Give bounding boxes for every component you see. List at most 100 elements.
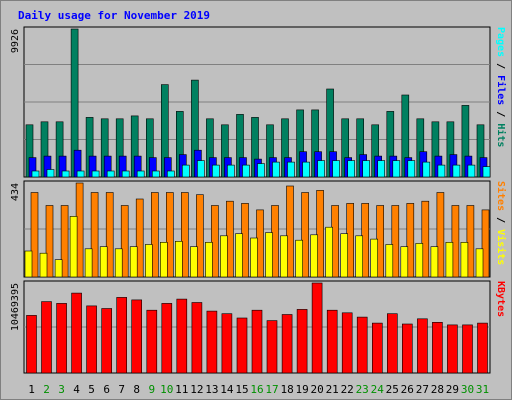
bar-sites-day-12 [190, 246, 198, 278]
bar-pages-day-28 [437, 164, 446, 178]
bar-pages-day-3 [61, 170, 70, 178]
bar-kbytes-day-20 [311, 282, 323, 374]
bar-sites-day-28 [430, 246, 439, 278]
bar-visits-day-6 [105, 192, 114, 278]
panel-kbytes: 10469395 KBytes [10, 280, 506, 374]
bar-pages-day-31 [482, 166, 491, 178]
bar-visits-day-20 [316, 190, 324, 278]
bar-sites-day-7 [114, 248, 123, 278]
bar-pages-day-10 [167, 170, 175, 178]
panel-visits-sites: 434 Sites / Visits [10, 180, 507, 278]
bar-sites-day-6 [99, 246, 108, 278]
bar-pages-day-4 [76, 170, 85, 178]
bar-sites-day-11 [175, 241, 183, 278]
day-label-26: 26 [401, 383, 414, 396]
bar-kbytes-day-19 [296, 309, 308, 374]
day-label-5: 5 [88, 383, 95, 396]
day-label-25: 25 [386, 383, 399, 396]
bar-visits-day-1 [30, 192, 39, 278]
bar-kbytes-day-29 [447, 324, 458, 374]
bar-visits-day-9 [151, 192, 159, 278]
bar-sites-day-2 [39, 252, 48, 278]
bar-sites-day-31 [475, 248, 484, 278]
x-axis-labels: 1 2 3 4 5 6 7 8 9 10 11 12 13 14 15 16 17 18 19 20 21 22 23 24 2… [28, 383, 489, 396]
y-max-label: 434 [10, 183, 21, 201]
panel-hits-files-pages: 9926 Pages / Files / Hits [10, 26, 507, 178]
day-label-24: 24 [371, 383, 385, 396]
day-label-9: 9 [148, 383, 155, 396]
day-label-31: 31 [476, 383, 489, 396]
legend-entry: KBytes [495, 281, 506, 317]
bar-kbytes-day-18 [281, 314, 293, 374]
bar-kbytes-day-10 [161, 303, 173, 374]
bar-sites-day-10 [160, 242, 168, 278]
bar-kbytes-day-28 [432, 321, 443, 374]
bar-kbytes-day-21 [326, 309, 338, 374]
legend-hits-files-pages: Pages / Files / Hits [495, 27, 507, 147]
legend-entry: / [495, 57, 506, 75]
bar-pages-day-2 [46, 169, 55, 178]
bar-sites-day-18 [280, 235, 288, 278]
bar-kbytes-day-16 [251, 309, 263, 374]
bar-sites-day-1 [24, 250, 33, 278]
bar-sites-day-4 [69, 216, 78, 278]
series-visits [30, 182, 490, 278]
bar-kbytes-day-4 [71, 292, 82, 374]
series-sites [24, 216, 484, 278]
bar-visits-day-10 [166, 192, 174, 278]
day-label-30: 30 [461, 383, 474, 396]
day-label-11: 11 [175, 383, 188, 396]
bar-visits-day-19 [301, 192, 309, 278]
legend-visits-sites: Sites / Visits [495, 181, 507, 265]
bar-visits-day-25 [391, 205, 400, 278]
day-label-7: 7 [118, 383, 125, 396]
day-label-27: 27 [416, 383, 429, 396]
day-label-19: 19 [295, 383, 308, 396]
bar-kbytes-day-6 [101, 308, 112, 374]
bar-pages-day-14 [227, 164, 235, 178]
bar-sites-day-27 [415, 243, 424, 278]
bar-sites-day-17 [265, 232, 273, 278]
series-hits [25, 28, 485, 178]
bar-visits-day-28 [436, 192, 445, 278]
bar-sites-day-5 [84, 248, 93, 278]
bar-sites-day-22 [340, 233, 349, 278]
bar-kbytes-day-12 [191, 302, 203, 374]
bar-visits-day-2 [45, 205, 54, 278]
bar-sites-day-14 [220, 235, 228, 278]
bar-kbytes-day-27 [417, 318, 428, 374]
bar-sites-day-21 [325, 226, 333, 278]
bar-visits-day-13 [211, 205, 219, 278]
bar-pages-day-12 [197, 160, 205, 178]
bar-visits-day-7 [120, 205, 129, 278]
day-label-28: 28 [431, 383, 444, 396]
legend-entry: / [495, 105, 506, 123]
day-label-14: 14 [220, 383, 234, 396]
day-label-1: 1 [28, 383, 35, 396]
series-kbytes [26, 282, 488, 374]
bar-kbytes-day-23 [356, 316, 368, 374]
chart-title: Daily usage for November 2019 [18, 9, 210, 22]
bar-sites-day-15 [235, 233, 243, 278]
legend-entry: Visits [495, 229, 507, 265]
bar-pages-day-17 [272, 161, 280, 178]
bar-kbytes-day-9 [146, 309, 158, 374]
bar-pages-day-20 [317, 160, 325, 178]
day-label-4: 4 [73, 383, 80, 396]
day-label-10: 10 [160, 383, 173, 396]
bar-pages-day-16 [257, 163, 265, 178]
bar-visits-day-30 [466, 205, 475, 278]
bar-kbytes-day-3 [56, 303, 67, 374]
bar-visits-day-18 [286, 185, 294, 278]
bar-pages-day-1 [31, 170, 40, 178]
bar-visits-day-11 [181, 192, 189, 278]
bar-kbytes-day-22 [341, 312, 353, 374]
bar-kbytes-day-17 [266, 320, 278, 374]
day-label-15: 15 [235, 383, 248, 396]
bar-kbytes-day-2 [41, 301, 52, 374]
bar-visits-day-8 [135, 198, 144, 278]
bar-sites-day-16 [250, 237, 258, 278]
bar-pages-day-29 [452, 164, 461, 178]
legend-kbytes: KBytes [495, 281, 506, 317]
bar-pages-day-15 [242, 164, 250, 178]
